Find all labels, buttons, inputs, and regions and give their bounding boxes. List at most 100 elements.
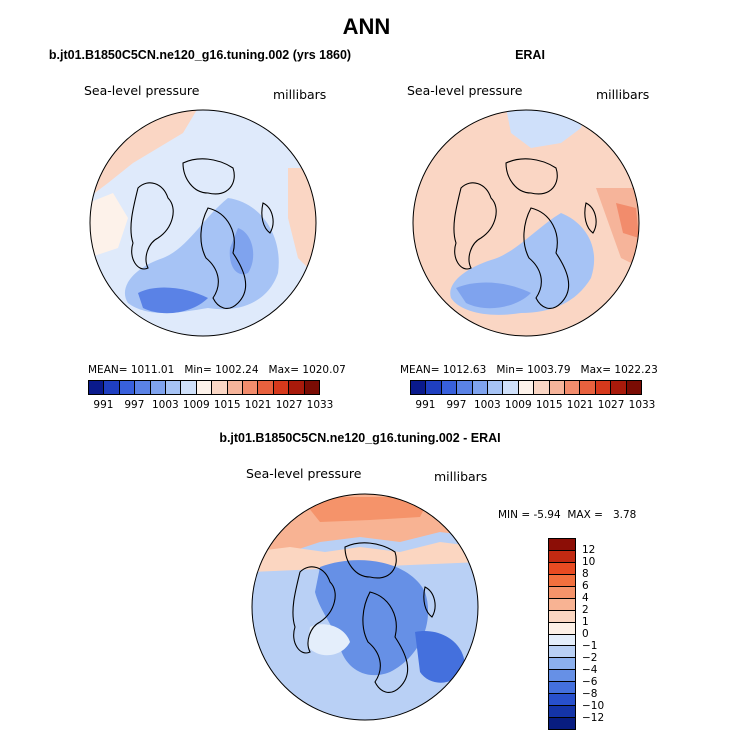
colorbar-swatch xyxy=(289,381,305,394)
colorbar-tick-label: 991 xyxy=(415,399,436,411)
colorbar-tick-label: −1 xyxy=(582,640,598,652)
colorbar-tick-label: 1015 xyxy=(535,399,563,411)
panel-1-field-low-inner xyxy=(229,228,254,275)
panel-2-title: ERAI xyxy=(515,48,545,62)
colorbar-tick-label: 6 xyxy=(582,580,589,592)
panel-1-map-border xyxy=(89,109,317,337)
panel-3-map-border xyxy=(251,493,479,721)
colorbar-swatch xyxy=(549,586,575,599)
colorbar-tick-label: 991 xyxy=(93,399,114,411)
colorbar-swatch xyxy=(258,381,274,394)
panel-2-min-value: 1003.79 xyxy=(527,364,571,376)
panel-2-field-lowest xyxy=(456,282,531,309)
panel-1-field-neutral xyxy=(90,193,128,258)
colorbar-swatch xyxy=(549,670,575,683)
colorbar-tick-label: 997 xyxy=(124,399,145,411)
panel-1-field-low xyxy=(124,198,279,313)
colorbar-tick-label: 1021 xyxy=(244,399,272,411)
colorbar-swatch xyxy=(549,574,575,587)
panel-3-variable-label: Sea-level pressure xyxy=(246,466,362,481)
colorbar-swatch xyxy=(549,694,575,707)
colorbar-swatch xyxy=(549,634,575,647)
colorbar-swatch xyxy=(426,381,442,394)
colorbar-tick-label: 2 xyxy=(582,604,589,616)
panel-1-mean-value: 1011.01 xyxy=(130,364,175,376)
colorbar-swatch xyxy=(472,381,489,394)
colorbar-swatch xyxy=(150,381,167,394)
panel-3-field-positive-strong xyxy=(300,497,430,522)
figure-title: ANN xyxy=(342,14,391,39)
colorbar-swatch xyxy=(273,381,290,394)
colorbar-swatch xyxy=(549,622,575,635)
panel-3-title: b.jt01.B1850C5CN.ne120_g16.tuning.002 - … xyxy=(219,431,501,445)
panel-2-map-border xyxy=(412,109,640,337)
colorbar-swatch xyxy=(549,550,575,563)
colorbar-swatch xyxy=(549,706,575,719)
colorbar-swatch xyxy=(196,381,213,394)
colorbar-swatch xyxy=(565,381,581,394)
colorbar-swatch xyxy=(243,381,259,394)
colorbar-tick-label: −12 xyxy=(582,712,605,724)
colorbar-swatch xyxy=(549,718,575,729)
panel-2-mean-value: 1012.63 xyxy=(442,364,487,376)
colorbar-tick-label: 1027 xyxy=(275,399,303,411)
colorbar-swatch xyxy=(549,658,575,671)
panel-1-polar-map xyxy=(89,109,317,337)
panel-3-coastlines xyxy=(292,542,436,693)
colorbar-swatch xyxy=(411,381,427,394)
colorbar-swatch xyxy=(104,381,120,394)
panel-1-field-lowest xyxy=(138,287,208,314)
panel-1-field-high-east xyxy=(288,168,316,278)
colorbar-swatch xyxy=(549,562,575,575)
colorbar-tick-label: 8 xyxy=(582,568,589,580)
panel-1-units-label: millibars xyxy=(273,87,327,102)
panel-2-units-label: millibars xyxy=(596,87,650,102)
colorbar-swatch xyxy=(549,646,575,659)
colorbar-swatch xyxy=(166,381,182,394)
panel-2-variable-label: Sea-level pressure xyxy=(407,83,523,98)
panel-3-units-label: millibars xyxy=(434,469,488,484)
colorbar-swatch xyxy=(595,381,612,394)
panel-3-field-neutral xyxy=(308,624,350,656)
panel-3-field-positive-weak xyxy=(252,542,478,572)
colorbar-swatch xyxy=(626,381,642,394)
colorbar-tick-label: 1003 xyxy=(151,399,179,411)
colorbar-swatch xyxy=(135,381,151,394)
panel-2-field-highest xyxy=(616,203,639,238)
panel-1-variable-label: Sea-level pressure xyxy=(84,83,200,98)
colorbar-swatch xyxy=(304,381,320,394)
panel-3-polar-map xyxy=(251,493,479,721)
colorbar-swatch xyxy=(457,381,473,394)
colorbar-swatch xyxy=(549,610,575,623)
colorbar-swatch xyxy=(549,682,575,695)
colorbar-swatch xyxy=(503,381,519,394)
colorbar-swatch xyxy=(89,381,105,394)
colorbar-swatch xyxy=(549,598,575,611)
panel-1-colorbar-ticks: 991 997 1003 1009 1015 1021 1027 1033 xyxy=(88,399,333,413)
panel-1-title: b.jt01.B1850C5CN.ne120_g16.tuning.002 (y… xyxy=(48,48,352,62)
colorbar-swatch xyxy=(212,381,228,394)
colorbar-swatch xyxy=(549,381,566,394)
panel-3-colorbar xyxy=(548,538,576,730)
colorbar-tick-label: 1021 xyxy=(566,399,594,411)
panel-3-colorbar-ticks: 12 10 8 6 4 2 1 0 −1 −2 −4 −6 −8 −10 −12 xyxy=(582,538,622,730)
colorbar-tick-label: −4 xyxy=(582,664,598,676)
panel-1-min-value: 1002.24 xyxy=(215,364,259,376)
panel-2-colorbar-ticks: 991 997 1003 1009 1015 1021 1027 1033 xyxy=(410,399,655,413)
colorbar-tick-label: 1 xyxy=(582,616,589,628)
colorbar-tick-label: −8 xyxy=(582,688,598,700)
colorbar-tick-label: 1033 xyxy=(306,399,334,411)
colorbar-tick-label: 1003 xyxy=(473,399,501,411)
colorbar-swatch xyxy=(549,539,575,551)
colorbar-swatch xyxy=(119,381,136,394)
colorbar-tick-label: 1015 xyxy=(213,399,241,411)
colorbar-tick-label: 12 xyxy=(582,544,596,556)
panel-2-max-value: 1022.23 xyxy=(614,364,658,376)
panel-2-colorbar xyxy=(410,380,642,395)
panel-3-min-value: -5.94 xyxy=(533,509,561,521)
colorbar-tick-label: −10 xyxy=(582,700,605,712)
colorbar-swatch xyxy=(181,381,197,394)
colorbar-tick-label: 1033 xyxy=(628,399,656,411)
colorbar-tick-label: 997 xyxy=(446,399,467,411)
panel-2-field-low-north xyxy=(506,110,586,148)
